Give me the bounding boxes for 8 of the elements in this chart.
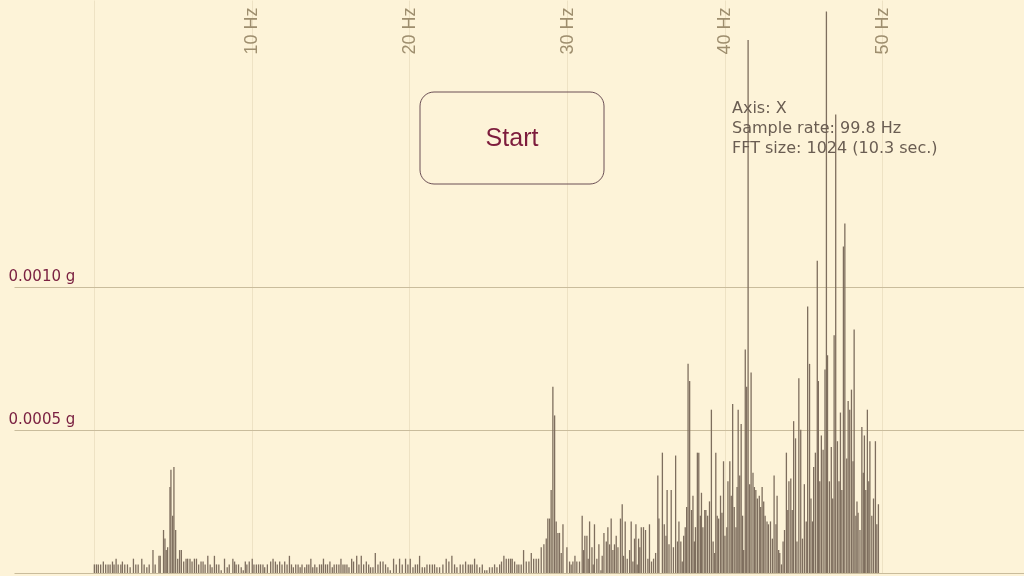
x-tick-label: 40 Hz [714, 7, 735, 55]
annotation: Start [485, 123, 539, 151]
x-tick-label: 30 Hz [556, 7, 577, 55]
y-tick-label: 0.0005 g [8, 410, 76, 429]
x-tick-label: 20 Hz [398, 7, 419, 55]
y-tick-label: 0.0010 g [8, 267, 76, 285]
x-tick-label: 50 Hz [871, 7, 892, 55]
x-tick-label: 10 Hz [241, 7, 262, 55]
